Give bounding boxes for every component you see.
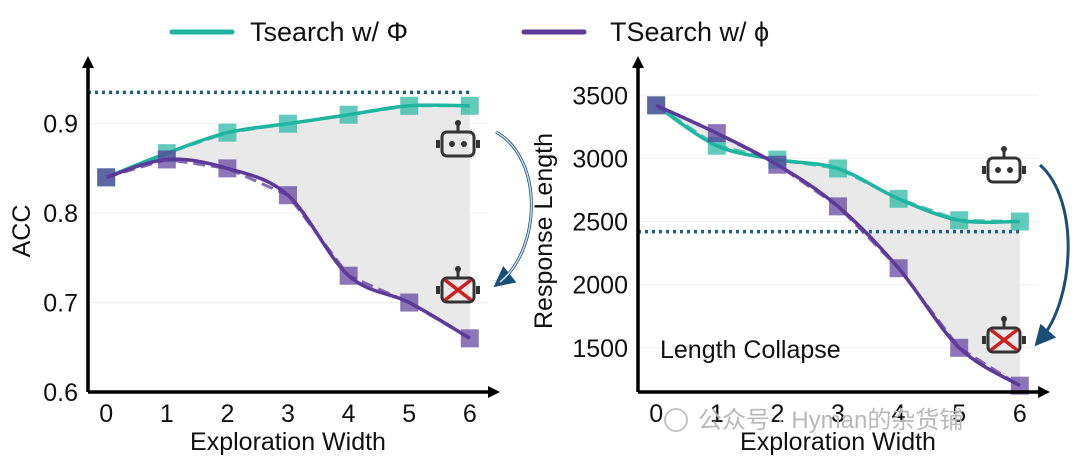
broken-robot-icon <box>982 316 1026 354</box>
data-point <box>339 266 358 285</box>
y-tick-label: 0.9 <box>43 111 78 139</box>
y-tick-label: 2000 <box>572 272 628 300</box>
shaded-gap-region <box>656 105 1020 386</box>
data-point <box>339 105 358 124</box>
data-point <box>647 96 666 115</box>
robot-icon <box>436 120 480 158</box>
data-point <box>950 211 969 230</box>
y-tick-label: 1500 <box>572 335 628 363</box>
x-tick-label: 4 <box>342 400 356 428</box>
x-tick-label: 2 <box>770 400 784 428</box>
legend-label-purple: TSearch w/ ϕ <box>610 17 769 47</box>
x-axis-label: Exploration Width <box>740 428 936 456</box>
shaded-gap-region <box>106 105 470 339</box>
x-axis-arrowhead <box>1038 386 1050 398</box>
data-point <box>889 189 908 208</box>
x-tick-label: 5 <box>952 400 966 428</box>
data-point <box>279 186 297 205</box>
data-point <box>1010 376 1029 395</box>
x-tick-label: 0 <box>649 400 663 428</box>
x-tick-label: 1 <box>710 400 724 428</box>
data-point <box>889 259 908 278</box>
legend: Tsearch w/ Φ TSearch w/ ϕ <box>169 17 769 47</box>
data-point <box>218 159 237 178</box>
y-axis-arrowhead <box>632 56 644 68</box>
data-point <box>768 155 787 174</box>
y-axis-label: ACC <box>8 205 36 258</box>
data-point <box>950 338 969 357</box>
data-point <box>97 168 116 187</box>
data-point <box>218 123 237 142</box>
y-axis-arrowhead <box>82 56 94 68</box>
x-tick-label: 0 <box>99 400 113 428</box>
data-point <box>400 96 419 115</box>
data-point <box>460 96 479 115</box>
y-tick-label: 3000 <box>572 145 628 173</box>
legend-label-teal: Tsearch w/ Φ <box>250 17 408 47</box>
data-point <box>707 124 726 143</box>
data-point <box>157 150 176 169</box>
broken-robot-icon <box>436 266 480 304</box>
x-tick-label: 6 <box>463 400 477 428</box>
data-point <box>400 293 419 312</box>
watermark: 公众号 · Hyman的杂货铺 <box>664 407 963 434</box>
x-tick-label: 3 <box>831 400 845 428</box>
y-tick-label: 3500 <box>572 82 628 110</box>
data-point <box>1010 212 1029 231</box>
right-panel-response-length: 1500 2000 2500 3000 3500 0 1 2 3 4 5 6 Exploration W… <box>530 56 1050 456</box>
y-axis-label: Response Length <box>530 133 558 329</box>
data-point <box>829 159 847 178</box>
watermark-text: 公众号 · Hyman的杂货铺 <box>698 407 963 434</box>
data-point <box>460 329 479 348</box>
length-collapse-annotation: Length Collapse <box>660 336 841 364</box>
left-annotation-icons <box>436 120 533 304</box>
x-tick-label: 3 <box>281 400 295 428</box>
x-axis-label: Exploration Width <box>190 428 386 456</box>
y-tick-label: 0.7 <box>43 290 78 318</box>
x-tick-label: 4 <box>892 400 906 428</box>
x-tick-label: 1 <box>160 400 174 428</box>
data-point <box>279 114 297 133</box>
right-annotation-icons <box>982 146 1070 354</box>
x-tick-label: 2 <box>220 400 234 428</box>
wechat-icon <box>664 408 688 432</box>
left-panel-acc: 0.6 0.7 0.8 0.9 0 1 2 3 4 5 6 Exploration Width ACC <box>8 56 500 456</box>
y-tick-label: 0.6 <box>43 379 78 407</box>
downward-curved-arrow <box>1034 163 1070 347</box>
y-tick-label: 2500 <box>572 209 628 237</box>
x-axis-arrowhead <box>488 386 500 398</box>
robot-icon <box>982 146 1026 184</box>
y-tick-label: 0.8 <box>43 200 78 228</box>
data-point <box>829 197 847 216</box>
x-tick-label: 5 <box>402 400 416 428</box>
x-tick-label: 6 <box>1013 400 1027 428</box>
downward-curved-arrow <box>493 130 533 288</box>
